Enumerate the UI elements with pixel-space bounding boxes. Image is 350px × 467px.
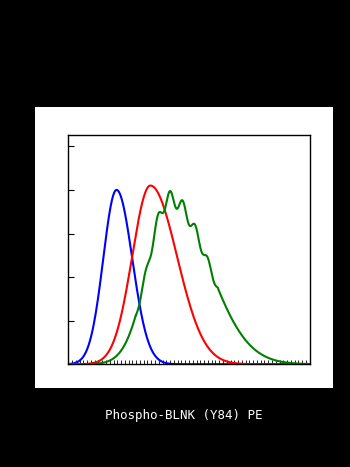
Text: Phospho-BLNK (Y84) PE: Phospho-BLNK (Y84) PE xyxy=(105,409,262,422)
Y-axis label: Events: Events xyxy=(46,229,59,271)
